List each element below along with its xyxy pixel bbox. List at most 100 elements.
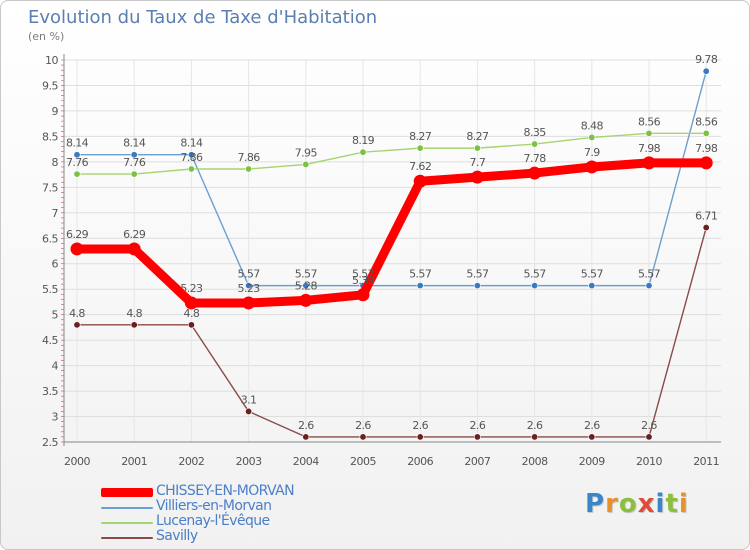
data-label: 3.1: [241, 393, 257, 406]
series-savilly: [73, 224, 710, 441]
legend-swatch: [101, 488, 153, 497]
series-chissey-en-morvan: [70, 156, 713, 310]
data-label: 5.57: [352, 268, 375, 281]
x-tick-label: 2008: [522, 455, 548, 468]
legend-swatch: [101, 537, 153, 539]
data-label: 5.57: [581, 268, 604, 281]
data-point: [359, 433, 367, 441]
data-label: 8.35: [524, 126, 547, 139]
series-line: [76, 70, 707, 287]
x-tick-label: 2004: [293, 455, 319, 468]
data-point: [187, 165, 195, 173]
legend-label: Savilly: [156, 528, 198, 544]
chart-title: Evolution du Taux de Taxe d'Habitation: [28, 7, 378, 28]
logo-letter: P: [585, 489, 606, 519]
data-label: 5.57: [466, 268, 489, 281]
data-point: [416, 144, 424, 152]
data-label: 5.57: [295, 268, 318, 281]
data-point: [702, 129, 710, 137]
y-tick-label: 6: [52, 258, 59, 271]
data-label: 4.8: [184, 307, 200, 320]
data-label: 5.57: [238, 268, 261, 281]
y-tick-label: 9.5: [42, 79, 58, 92]
data-point: [73, 151, 81, 159]
y-tick-label: 5.5: [42, 283, 58, 296]
data-point: [473, 144, 481, 152]
data-point: [416, 433, 424, 441]
series-lucenay-l-v-que: [73, 129, 710, 178]
y-tick-label: 8: [52, 156, 59, 169]
data-point: [302, 282, 310, 290]
data-point: [699, 156, 713, 170]
data-label: 2.6: [412, 419, 428, 432]
data-label: 2.6: [527, 419, 543, 432]
data-point: [187, 321, 195, 329]
data-point: [588, 282, 596, 290]
data-label: 8.48: [581, 119, 604, 132]
data-label: 8.19: [352, 134, 375, 147]
x-tick-label: 2007: [464, 455, 490, 468]
data-label: 5.57: [409, 268, 432, 281]
logo-letter: i: [655, 489, 666, 519]
data-point: [302, 160, 310, 168]
data-label: 2.6: [584, 419, 600, 432]
data-point: [588, 433, 596, 441]
data-label: 2.6: [298, 419, 314, 432]
proxiti-logo: Proxiti: [585, 489, 689, 519]
data-point: [130, 321, 138, 329]
data-label: 7.76: [66, 156, 89, 169]
data-point: [187, 151, 195, 159]
logo-letter: i: [678, 489, 689, 519]
x-tick-label: 2010: [636, 455, 662, 468]
chart-unit-label: (en %): [28, 30, 65, 43]
data-label: 8.14: [66, 137, 89, 150]
data-label: 5.23: [180, 282, 203, 295]
data-label: 8.56: [695, 115, 718, 128]
data-point: [70, 242, 84, 256]
data-point: [531, 282, 539, 290]
y-tick-label: 8.5: [42, 130, 58, 143]
y-tick-label: 3.5: [42, 385, 58, 398]
x-tick-label: 2011: [693, 455, 719, 468]
y-tick-label: 6.5: [42, 232, 58, 245]
data-label: 2.6: [355, 419, 371, 432]
logo-letter: x: [637, 489, 656, 519]
data-point: [245, 282, 253, 290]
data-point: [302, 433, 310, 441]
data-label: 8.56: [638, 115, 661, 128]
x-tick-label: 2002: [178, 455, 204, 468]
x-tick-label: 2000: [64, 455, 90, 468]
data-point: [416, 282, 424, 290]
legend-label: CHISSEY-EN-MORVAN: [156, 483, 295, 499]
data-label: 7.78: [524, 152, 547, 165]
data-point: [702, 224, 710, 232]
data-label: 7.76: [123, 156, 146, 169]
data-label: 5.39: [352, 274, 375, 287]
data-label: 7.98: [695, 142, 718, 155]
x-tick-label: 2005: [350, 455, 376, 468]
y-tick-label: 9: [52, 105, 59, 118]
data-point: [245, 407, 253, 415]
y-tick-label: 10: [45, 54, 58, 67]
data-label: 5.57: [524, 268, 547, 281]
data-label: 7.86: [238, 151, 261, 164]
legend-swatch: [101, 522, 153, 524]
series-villiers-en-morvan: [73, 67, 710, 290]
series-line: [76, 132, 707, 175]
data-label: 4.8: [69, 307, 85, 320]
data-point: [127, 242, 141, 256]
data-point: [528, 166, 542, 180]
data-label: 2.6: [470, 419, 486, 432]
data-label: 5.23: [238, 282, 261, 295]
data-label: 7.86: [180, 151, 203, 164]
data-label: 4.8: [126, 307, 142, 320]
data-point: [73, 170, 81, 178]
data-label: 9.78: [695, 53, 718, 66]
data-point: [130, 170, 138, 178]
data-point: [642, 156, 656, 170]
data-point: [356, 288, 370, 302]
data-point: [245, 165, 253, 173]
legend-swatch: [101, 507, 153, 509]
